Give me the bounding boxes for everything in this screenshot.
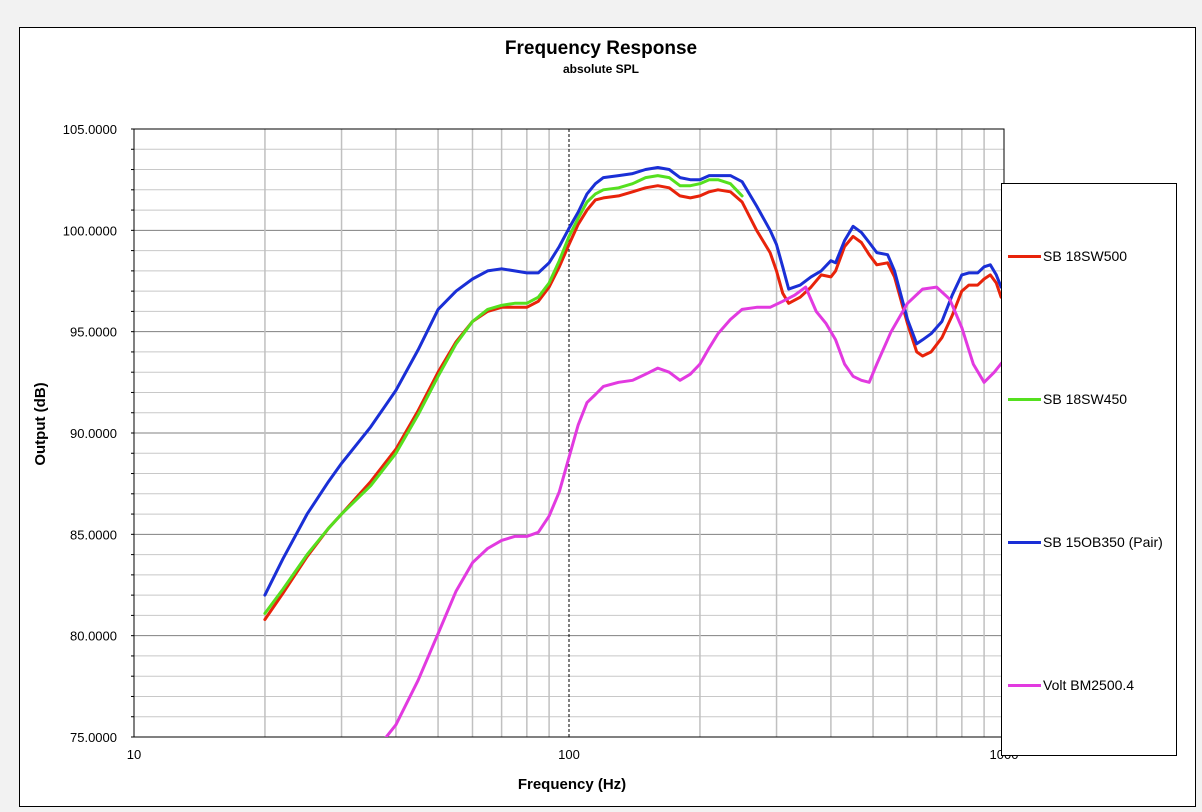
legend-item: SB 15OB350 (Pair) (1008, 533, 1163, 551)
y-tick-label: 100.0000 (63, 223, 117, 238)
tick-layer: 105.0000 100.0000 95.0000 90.0000 85.0000 80.… (63, 122, 1019, 762)
legend-swatch (1008, 683, 1041, 687)
y-tick-label: 90.0000 (70, 426, 117, 441)
legend-label: SB 18SW450 (1043, 391, 1128, 407)
legend-item: SB 18SW500 (1008, 247, 1127, 265)
legend-label: SB 15OB350 (Pair) (1043, 534, 1163, 550)
chart-subtitle: absolute SPL (562, 62, 639, 76)
series-line-3 (263, 166, 1004, 597)
legend-label: Volt BM2500.4 (1043, 677, 1135, 693)
legend-swatch (1008, 540, 1041, 544)
chart-title: Frequency Response (504, 38, 698, 59)
y-tick-label: 105.0000 (63, 122, 117, 137)
legend-swatch (1008, 397, 1041, 401)
series-line-2 (263, 174, 744, 615)
legend-label: SB 18SW500 (1043, 248, 1128, 264)
y-tick-label: 95.0000 (70, 325, 117, 340)
y-tick-label: 75.0000 (70, 730, 117, 745)
y-tick-label: 85.0000 (70, 527, 117, 542)
series-line-4 (384, 285, 1004, 737)
y-axis-title: Output (dB) (32, 382, 49, 465)
series-layer (263, 166, 1004, 737)
legend: SB 18SW500 SB 18SW450 SB 15OB350 (Pair) Vol… (1001, 183, 1177, 756)
x-tick-label: 100 (558, 747, 580, 762)
grid-layer (133, 128, 1005, 738)
x-axis-title: Frequency (Hz) (518, 776, 626, 793)
legend-item: Volt BM2500.4 (1008, 676, 1134, 694)
x-tick-label: 10 (127, 747, 141, 762)
legend-swatch (1008, 254, 1041, 258)
y-tick-label: 80.0000 (70, 629, 117, 644)
legend-item: SB 18SW450 (1008, 390, 1127, 408)
